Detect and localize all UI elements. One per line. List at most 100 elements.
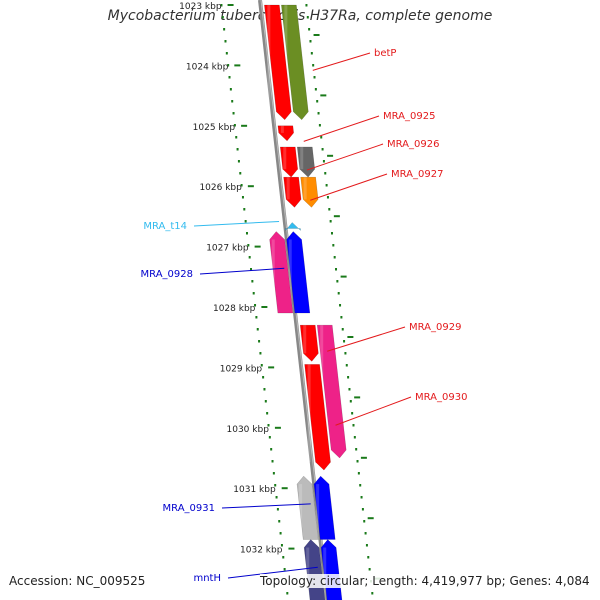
gene-mra-0928 — [286, 231, 311, 314]
dot-right — [371, 592, 374, 595]
dot-right — [364, 532, 367, 535]
dot-right — [333, 256, 336, 259]
dot-right — [329, 220, 332, 223]
dot-right — [363, 520, 366, 523]
dot-left — [286, 592, 289, 595]
gene-sheen — [283, 146, 287, 170]
dot-right — [351, 412, 354, 415]
dot-right — [341, 328, 344, 331]
dot-left — [255, 316, 258, 319]
dot-left — [235, 136, 238, 139]
dot-right — [340, 316, 343, 319]
dot-left — [282, 556, 285, 559]
dot-right — [322, 160, 325, 163]
dot-right — [359, 484, 362, 487]
map-title: Mycobacterium tuberculosis H37Ra, comple… — [107, 8, 493, 24]
gene-label-mra-t14: MRA_t14 — [143, 221, 187, 232]
gene-betp — [281, 4, 309, 121]
gene-sheen — [280, 125, 284, 133]
gene-track-ff0000 — [264, 4, 292, 121]
tick-layer — [220, 4, 381, 595]
dot-left — [258, 340, 261, 343]
dot-left — [276, 508, 279, 511]
dot-right — [330, 232, 333, 235]
label-leader — [312, 52, 371, 71]
dot-right — [314, 88, 317, 91]
dot-left — [223, 28, 226, 31]
dot-left — [228, 76, 231, 79]
gene-track-ee2288 — [269, 231, 294, 314]
kbp-tick-label: 1030 kbp — [227, 425, 270, 435]
dot-right — [306, 16, 309, 19]
gene-label-mra-0931: MRA_0931 — [163, 503, 215, 514]
dot-right — [325, 184, 328, 187]
gene-mra-t14 — [285, 222, 301, 232]
gene-sheen — [316, 484, 320, 540]
dot-right — [336, 280, 339, 283]
kbp-tick-label: 1032 kbp — [240, 546, 283, 556]
label-leader — [306, 143, 384, 171]
dot-right — [367, 556, 370, 559]
dot-left — [283, 568, 286, 571]
dot-right — [343, 340, 346, 343]
dot-left — [278, 520, 281, 523]
dot-right — [310, 52, 313, 55]
gene-mra-0926 — [279, 146, 299, 178]
dot-right — [318, 124, 321, 127]
dot-left — [256, 328, 259, 331]
kbp-tick-label: 1026 kbp — [199, 183, 242, 193]
dot-left — [272, 472, 275, 475]
dot-left — [268, 436, 271, 439]
gene-track-ee2288 — [316, 324, 347, 459]
dot-left — [267, 424, 270, 427]
dot-right — [309, 40, 312, 43]
kbp-tick-label: 1031 kbp — [233, 485, 276, 495]
dot-left — [252, 292, 255, 295]
kbp-tick-label: 1023 kbp — [179, 2, 222, 12]
dot-right — [326, 196, 329, 199]
label-leader — [335, 396, 412, 426]
label-leader — [303, 115, 380, 142]
dot-right — [321, 148, 324, 151]
dot-right — [368, 568, 371, 571]
gene-sheen — [288, 239, 292, 314]
kbp-tick-label: 1027 kbp — [206, 244, 249, 254]
gene-sheen — [306, 547, 310, 600]
dot-left — [247, 244, 250, 247]
dot-left — [225, 52, 228, 55]
dot-right — [313, 76, 316, 79]
gene-sheen — [307, 364, 311, 463]
gene-label-mra-0929: MRA_0929 — [409, 322, 461, 333]
gene-label-mra-0930: MRA_0930 — [415, 392, 467, 403]
gene-mra-0930 — [304, 364, 331, 471]
gene-sheen — [300, 146, 304, 170]
dot-right — [308, 28, 311, 31]
dot-left — [275, 496, 278, 499]
dot-left — [248, 256, 251, 259]
label-leader — [199, 267, 285, 275]
gene-track-ff8c00 — [300, 176, 319, 208]
gene-sheen — [271, 239, 275, 314]
dot-right — [355, 448, 358, 451]
dot-left — [245, 232, 248, 235]
gene-sheen — [323, 547, 327, 600]
kbp-tick-label: 1025 kbp — [193, 123, 236, 133]
gene-label-mra-0928: MRA_0928 — [141, 269, 193, 280]
dot-right — [332, 244, 335, 247]
gene-sheen — [303, 325, 307, 354]
accession-text: Accession: NC_009525 — [9, 574, 146, 588]
dot-left — [220, 4, 223, 7]
gene-label-mra-0927: MRA_0927 — [391, 169, 443, 180]
dot-left — [241, 196, 244, 199]
dot-left — [251, 280, 254, 283]
dot-left — [236, 148, 239, 151]
dot-left — [280, 544, 283, 547]
dot-right — [337, 292, 340, 295]
dot-left — [264, 400, 267, 403]
dot-right — [328, 208, 331, 211]
gene-sheen — [267, 5, 271, 112]
dot-left — [263, 388, 266, 391]
dot-right — [316, 100, 319, 103]
dot-right — [349, 400, 352, 403]
